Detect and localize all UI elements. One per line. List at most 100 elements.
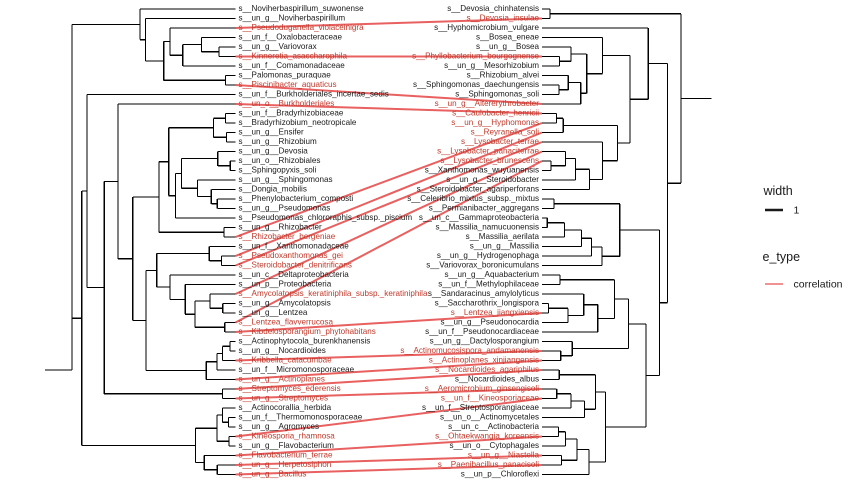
svg-text:s__Kinneretia_asaccharophila: s__Kinneretia_asaccharophila <box>239 52 348 61</box>
svg-text:s__Lysobacter_terrae: s__Lysobacter_terrae <box>461 137 539 146</box>
svg-text:s__Devosia_insulae: s__Devosia_insulae <box>467 14 540 23</box>
svg-text:s__un_f__Comamonadaceae: s__un_f__Comamonadaceae <box>239 61 346 70</box>
svg-text:s__un_g__Niastella: s__un_g__Niastella <box>468 451 540 460</box>
svg-text:s__un_g__Amycolatopsis: s__un_g__Amycolatopsis <box>239 299 331 308</box>
svg-text:s__un_f__Bradyrhizobiaceae: s__un_f__Bradyrhizobiaceae <box>239 109 344 118</box>
svg-text:s__Kibdelosporangium_phytohabi: s__Kibdelosporangium_phytohabitans <box>239 327 376 336</box>
svg-text:s__Permianibacter_aggregans: s__Permianibacter_aggregans <box>429 204 539 213</box>
svg-text:e_type: e_type <box>763 250 801 264</box>
svg-text:s__un_g__Steroidobacter: s__un_g__Steroidobacter <box>446 175 539 184</box>
svg-text:s__Lysobacter_panaciterrae: s__Lysobacter_panaciterrae <box>437 147 539 156</box>
svg-text:s__un_g__Flavobacterium: s__un_g__Flavobacterium <box>239 441 335 450</box>
svg-text:s__Actinomucosispora_andamanen: s__Actinomucosispora_andamanensis <box>400 346 539 355</box>
svg-text:s__Variovorax_boronicumulans: s__Variovorax_boronicumulans <box>426 261 539 270</box>
svg-text:s__un_g__Rhizobium: s__un_g__Rhizobium <box>239 137 318 146</box>
svg-text:s__Steroidobacter_agariperfora: s__Steroidobacter_agariperforans <box>417 185 539 194</box>
svg-text:s__un_g__Mesorhizobium: s__un_g__Mesorhizobium <box>444 61 539 70</box>
svg-text:s__un_f__Methylophilaceae: s__un_f__Methylophilaceae <box>438 280 539 289</box>
svg-text:s__un_g__Ensifer: s__un_g__Ensifer <box>239 128 305 137</box>
svg-text:s__un_g__Actinoplanes: s__un_g__Actinoplanes <box>239 375 325 384</box>
svg-text:s__Rhizobacter_bergeniae: s__Rhizobacter_bergeniae <box>239 232 336 241</box>
svg-text:s__Massilia_aerilata: s__Massilia_aerilata <box>466 232 540 241</box>
svg-text:s__Ohtaekwangia_koreensis: s__Ohtaekwangia_koreensis <box>435 432 539 441</box>
svg-text:s__Phyllobacterium_bourgognens: s__Phyllobacterium_bourgognense <box>412 52 539 61</box>
svg-text:s__un_c__Gammaproteobacteria: s__un_c__Gammaproteobacteria <box>419 213 540 222</box>
svg-text:s__un_p__Chloroflexi: s__un_p__Chloroflexi <box>461 470 539 479</box>
svg-text:s__Sandaracinus_amylolyticus: s__Sandaracinus_amylolyticus <box>428 289 539 298</box>
svg-text:s__un_o__Actinomycetales: s__un_o__Actinomycetales <box>440 413 539 422</box>
svg-text:s__Pseudoxanthomonas_gei: s__Pseudoxanthomonas_gei <box>239 251 344 260</box>
svg-text:s__Dongia_mobilis: s__Dongia_mobilis <box>239 185 307 194</box>
svg-text:correlation: correlation <box>794 279 843 291</box>
svg-text:s__un_g__Dactylosporangium: s__un_g__Dactylosporangium <box>430 337 540 346</box>
svg-text:width: width <box>763 184 793 198</box>
svg-text:s__un_f__Pseudonocardiaceae: s__un_f__Pseudonocardiaceae <box>425 327 539 336</box>
svg-text:s__Noviherbaspirillum_suwonens: s__Noviherbaspirillum_suwonense <box>239 4 365 13</box>
svg-text:s__un_g__Bacillus: s__un_g__Bacillus <box>239 470 307 479</box>
svg-text:s__un_g__Hydrogenophaga: s__un_g__Hydrogenophaga <box>437 251 540 260</box>
svg-text:s__Amycolatopsis_keratiniphila: s__Amycolatopsis_keratiniphila_subsp._ke… <box>239 289 428 298</box>
svg-text:s__un_f__Thermomonosporaceae: s__un_f__Thermomonosporaceae <box>239 413 363 422</box>
svg-text:s__Devosia_chinhatensis: s__Devosia_chinhatensis <box>447 4 539 13</box>
svg-text:s__Flavobacterium_terrae: s__Flavobacterium_terrae <box>239 451 334 460</box>
svg-text:s__Steroidobacter_denitrifican: s__Steroidobacter_denitrificans <box>239 261 352 270</box>
svg-text:s__Actinophytocola_burenkhanen: s__Actinophytocola_burenkhanensis <box>239 337 371 346</box>
svg-text:s__un_g__Streptomyces: s__un_g__Streptomyces <box>239 394 329 403</box>
svg-text:s__un_g__Sphingomonas: s__un_g__Sphingomonas <box>239 175 333 184</box>
svg-text:s__Pseudomonas_chlororaphis_su: s__Pseudomonas_chlororaphis_subsp._pisci… <box>239 213 413 222</box>
svg-text:s__Actinocorallia_herbida: s__Actinocorallia_herbida <box>239 403 332 412</box>
svg-text:s__Massilia_namucuonensis: s__Massilia_namucuonensis <box>436 223 539 232</box>
svg-text:s__Pseudoduganella_violaceinig: s__Pseudoduganella_violaceinigra <box>239 23 365 32</box>
svg-text:s__un_g__Bosea: s__un_g__Bosea <box>476 42 540 51</box>
svg-text:s__un_f__Micromonosporaceae: s__un_f__Micromonosporaceae <box>239 365 355 374</box>
svg-text:s__Celeribrio_mixtus_subsp._mi: s__Celeribrio_mixtus_subsp._mixtus <box>407 194 539 203</box>
svg-text:s__un_f__Kineosporiaceae: s__un_f__Kineosporiaceae <box>441 394 540 403</box>
svg-text:s__un_f__Oxalobacteraceae: s__un_f__Oxalobacteraceae <box>239 33 343 42</box>
svg-text:s__un_o__Rhizobiales: s__un_o__Rhizobiales <box>239 156 321 165</box>
svg-text:s__un_g__Aquabacterium: s__un_g__Aquabacterium <box>445 270 540 279</box>
svg-text:s__Nocardioides_albus: s__Nocardioides_albus <box>455 375 539 384</box>
svg-text:s__Nocardioides_agariphilus: s__Nocardioides_agariphilus <box>435 365 539 374</box>
svg-text:s__Bosea_eneae: s__Bosea_eneae <box>476 33 540 42</box>
svg-text:s__un_g__Rhizobacter: s__un_g__Rhizobacter <box>239 223 323 232</box>
svg-text:s__un_p__Proteobacteria: s__un_p__Proteobacteria <box>239 280 332 289</box>
svg-text:s__un_o__Burkholderiales: s__un_o__Burkholderiales <box>239 99 335 108</box>
svg-text:s__un_c__Deltaproteobacteria: s__un_c__Deltaproteobacteria <box>239 270 350 279</box>
svg-text:s__Phenylobacterium_composti: s__Phenylobacterium_composti <box>239 194 354 203</box>
svg-text:s__un_g__Agromyces: s__un_g__Agromyces <box>239 422 320 431</box>
svg-text:s__un_g__Massilia: s__un_g__Massilia <box>470 242 540 251</box>
svg-text:s__un_g__Herpetosiphon: s__un_g__Herpetosiphon <box>239 460 332 469</box>
svg-text:s__Streptomyces_ederensis: s__Streptomyces_ederensis <box>239 384 341 393</box>
svg-text:s__Sphingomonas_daechungensis: s__Sphingomonas_daechungensis <box>413 80 539 89</box>
svg-text:s__Lentzea_jiangxiensis: s__Lentzea_jiangxiensis <box>451 308 539 317</box>
svg-text:s__Caulobacter_henricii: s__Caulobacter_henricii <box>452 109 539 118</box>
svg-text:s__Hyphomicrobium_vulgare: s__Hyphomicrobium_vulgare <box>434 23 539 32</box>
svg-text:s__Reyranella_soli: s__Reyranella_soli <box>471 128 540 137</box>
svg-text:s__un_f__Xanthomonadaceae: s__un_f__Xanthomonadaceae <box>239 242 350 251</box>
svg-text:s__un_o__Cytophagales: s__un_o__Cytophagales <box>449 441 539 450</box>
svg-text:s__un_g__Altererythrobacter: s__un_g__Altererythrobacter <box>435 99 540 108</box>
svg-text:1: 1 <box>794 205 800 217</box>
svg-text:s__un_g__Hyphomonas: s__un_g__Hyphomonas <box>451 118 539 127</box>
svg-text:s__un_g__Variovorax: s__un_g__Variovorax <box>239 42 317 51</box>
svg-text:s__Kribbella_catacumbae: s__Kribbella_catacumbae <box>239 356 333 365</box>
svg-text:s__Kineosporia_rhamnosa: s__Kineosporia_rhamnosa <box>239 432 336 441</box>
svg-text:s__un_f__Streptosporangiaceae: s__un_f__Streptosporangiaceae <box>422 403 539 412</box>
svg-text:s__un_c__Actinobacteria: s__un_c__Actinobacteria <box>448 422 539 431</box>
svg-text:s__un_g__Nocardioides: s__un_g__Nocardioides <box>239 346 326 355</box>
svg-text:s__Xanthomonas_wuyuanensis: s__Xanthomonas_wuyuanensis <box>425 166 539 175</box>
svg-text:s__un_f__Burkholderiales_incer: s__un_f__Burkholderiales_incertae_sedis <box>239 90 389 99</box>
svg-text:s__un_g__Pseudomonas: s__un_g__Pseudomonas <box>239 204 331 213</box>
svg-text:s__Sphingomonas_soli: s__Sphingomonas_soli <box>455 90 539 99</box>
svg-text:s__Paenibacillus_panacisoli: s__Paenibacillus_panacisoli <box>438 460 539 469</box>
svg-text:s__un_g__Devosia: s__un_g__Devosia <box>239 147 309 156</box>
svg-text:s__Palomonas_puraquae: s__Palomonas_puraquae <box>239 71 332 80</box>
svg-text:s__un_g__Noviherbaspirillum: s__un_g__Noviherbaspirillum <box>239 14 346 23</box>
svg-text:s__Sphingopyxis_soli: s__Sphingopyxis_soli <box>239 166 317 175</box>
svg-text:s__Lentzea_flavverrucosa: s__Lentzea_flavverrucosa <box>239 318 334 327</box>
svg-text:s__Rhizobium_alvei: s__Rhizobium_alvei <box>467 71 540 80</box>
svg-text:s__Piscinibacter_aquaticus: s__Piscinibacter_aquaticus <box>239 80 337 89</box>
svg-text:s__un_g__Pseudonocardia: s__un_g__Pseudonocardia <box>440 318 539 327</box>
svg-text:s__Aeromicrobium_ginsengisoli: s__Aeromicrobium_ginsengisoli <box>425 384 539 393</box>
svg-text:s__Actinoplanes_xinjiangensis: s__Actinoplanes_xinjiangensis <box>429 356 539 365</box>
